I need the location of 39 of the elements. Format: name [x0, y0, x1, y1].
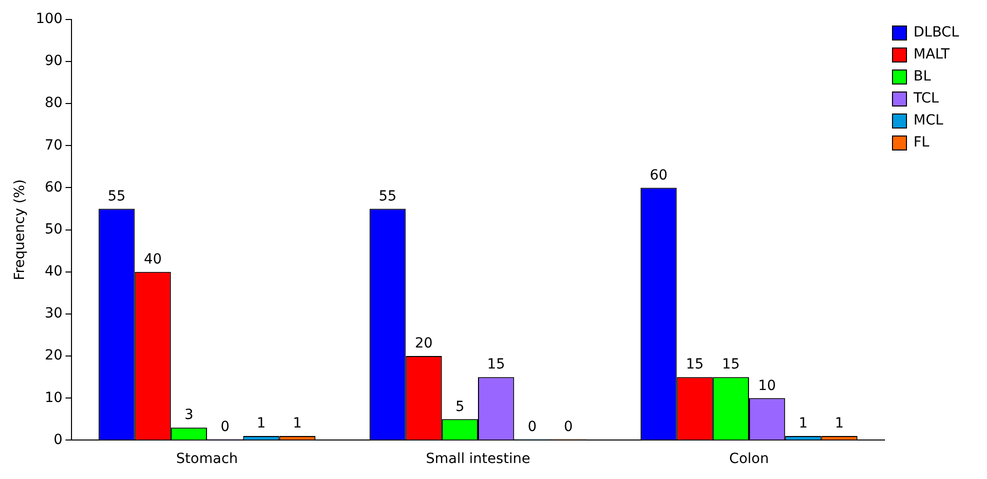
- y-axis-title: Frequency (%): [12, 179, 28, 280]
- y-tick-label: 70: [44, 137, 63, 154]
- data-label: 3: [184, 407, 194, 424]
- data-label: 15: [686, 356, 704, 373]
- y-tick-label: 50: [44, 221, 63, 238]
- y-tick-label: 100: [36, 11, 63, 28]
- y-tick-label: 10: [44, 390, 63, 406]
- data-label: 1: [292, 416, 302, 432]
- legend-label: TCL: [912, 90, 939, 107]
- data-label: 0: [220, 418, 230, 435]
- x-tick-label: Stomach: [176, 451, 238, 468]
- y-tick-label: 40: [44, 264, 63, 280]
- data-label: 15: [487, 356, 505, 373]
- legend-label: MCL: [913, 112, 944, 129]
- y-tick-label: 60: [44, 179, 63, 196]
- data-label: 55: [378, 188, 397, 204]
- data-label: 20: [414, 336, 433, 352]
- data-label: 1: [834, 416, 844, 432]
- data-label: 15: [722, 356, 740, 373]
- y-tick-label: 20: [44, 348, 63, 364]
- legend-label: BL: [913, 68, 932, 85]
- y-tick-label: 80: [44, 95, 63, 112]
- data-label: 5: [455, 398, 464, 415]
- data-label: 10: [758, 378, 776, 394]
- data-label: 40: [144, 252, 162, 268]
- legend-label: MALT: [913, 46, 950, 63]
- data-label: 55: [108, 188, 126, 204]
- data-label: 0: [564, 418, 573, 435]
- data-label: 0: [528, 418, 537, 435]
- data-label: 1: [798, 416, 808, 432]
- x-tick-label: Small intestine: [426, 451, 530, 468]
- legend-label: DLBCL: [913, 24, 960, 41]
- data-label: 60: [650, 167, 668, 184]
- y-tick-label: 30: [44, 306, 63, 322]
- x-tick-label: Colon: [729, 451, 769, 468]
- legend-label: FL: [913, 134, 930, 151]
- y-tick-label: 0: [54, 432, 63, 448]
- y-tick-label: 90: [44, 53, 63, 70]
- data-label: 1: [256, 416, 266, 432]
